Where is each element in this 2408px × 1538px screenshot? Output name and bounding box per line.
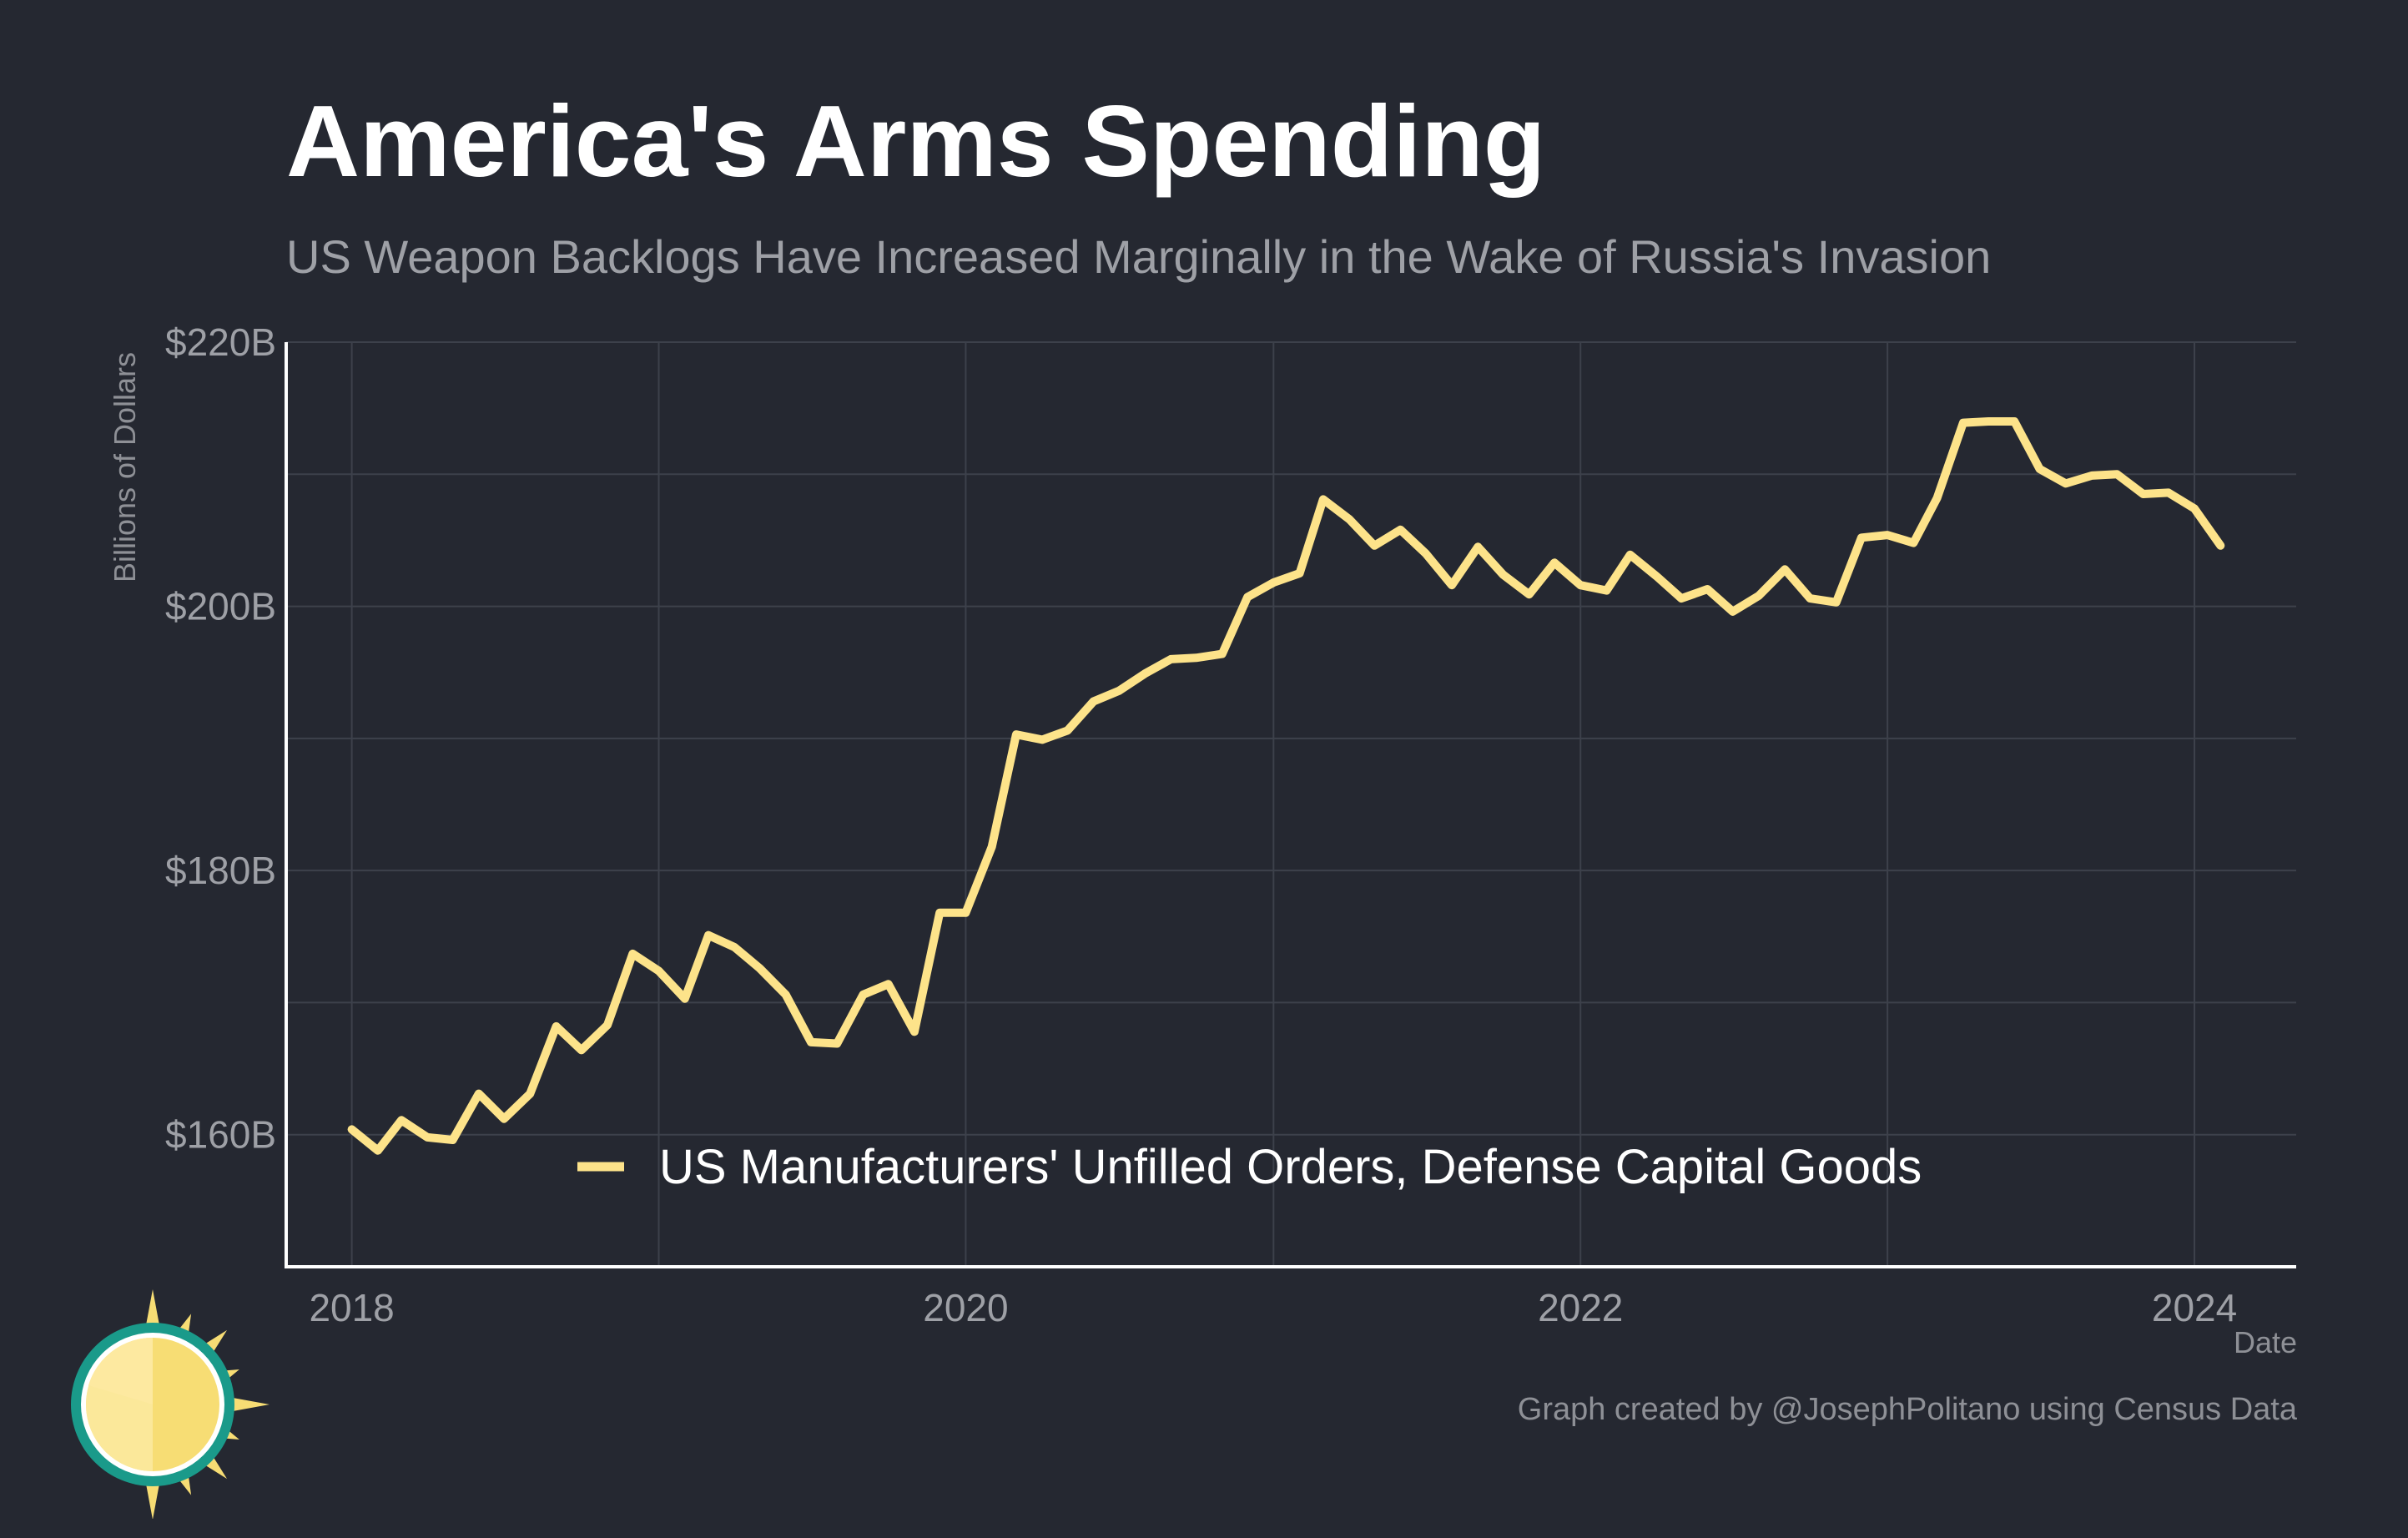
source-caption: Graph created by @JosephPolitano using C… xyxy=(1517,1392,2297,1427)
y-tick-label: $200B xyxy=(165,585,276,628)
sun-icon xyxy=(71,1289,270,1519)
x-tick-label: 2022 xyxy=(1538,1286,1623,1329)
tick-labels: $160B $180B $200B $220B 2018 2020 2022 2024 xyxy=(165,320,2237,1329)
legend-label: US Manufacturers' Unfilled Orders, Defen… xyxy=(659,1140,1922,1194)
x-tick-label: 2020 xyxy=(923,1286,1008,1329)
x-tick-label: 2024 xyxy=(2152,1286,2237,1329)
axes xyxy=(285,342,2296,1268)
chart-subtitle: US Weapon Backlogs Have Increased Margin… xyxy=(286,230,1992,283)
y-tick-label: $180B xyxy=(165,849,276,892)
y-tick-label: $220B xyxy=(165,320,276,364)
legend: US Manufacturers' Unfilled Orders, Defen… xyxy=(577,1140,1922,1194)
series-lines xyxy=(347,417,2225,1155)
x-tick-label: 2018 xyxy=(309,1286,394,1329)
gridlines xyxy=(286,341,2296,1267)
series-line xyxy=(347,417,2225,1155)
y-tick-label: $160B xyxy=(165,1113,276,1157)
x-axis-label: Date xyxy=(2233,1325,2297,1359)
chart-title: America's Arms Spending xyxy=(286,84,1546,198)
